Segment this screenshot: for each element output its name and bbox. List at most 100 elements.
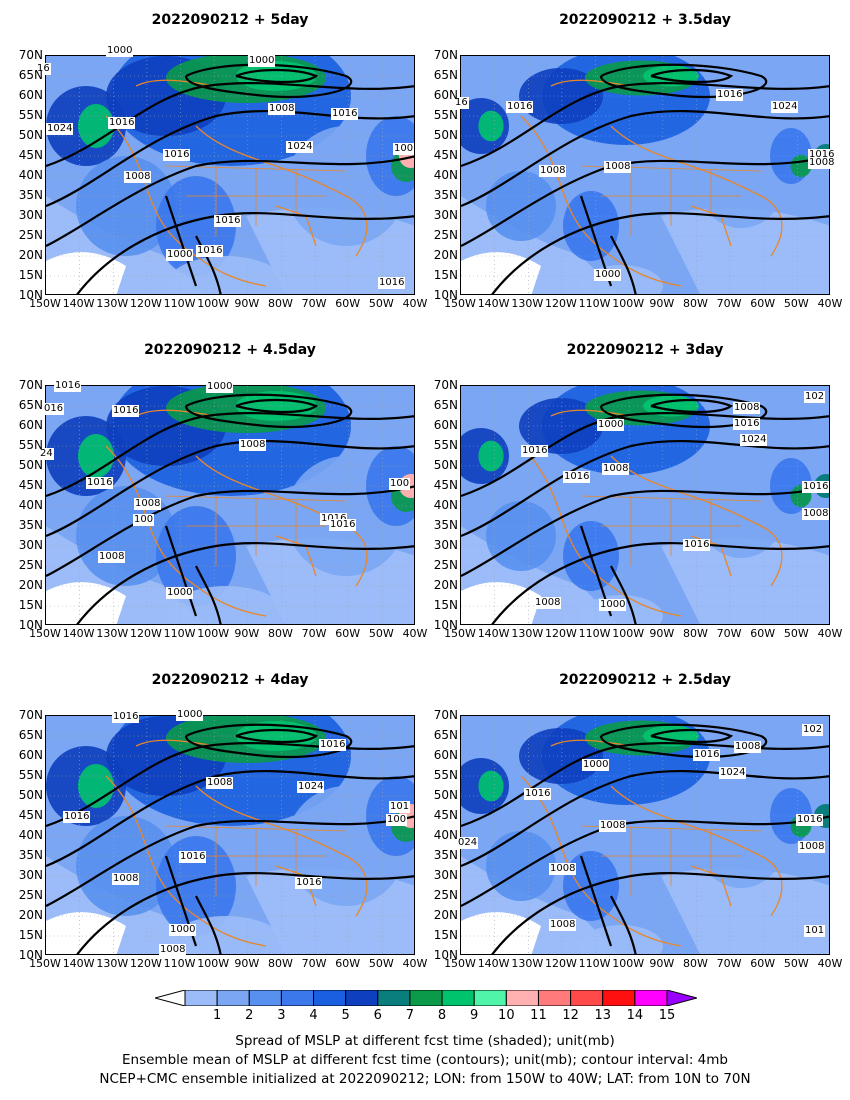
colorbar-tick-label: 6 — [373, 1008, 382, 1023]
lat-tick-label: 65N — [433, 68, 458, 82]
lon-tick-label: 120W — [129, 957, 162, 970]
state-borders — [580, 825, 762, 896]
lat-tick-label: 35N — [18, 188, 43, 202]
lat-tick-label: 70N — [433, 708, 458, 722]
lat-tick-label: 60N — [18, 418, 43, 432]
contour-label: 1016 — [163, 149, 191, 161]
contour-label: 1016 — [329, 519, 357, 531]
colorbar-tick-label: 9 — [470, 1008, 479, 1023]
coastline — [105, 739, 368, 947]
lat-tick-label: 50N — [18, 128, 43, 142]
colorbar-swatch — [248, 989, 282, 1007]
lon-tick-label: 110W — [163, 957, 196, 970]
lon-tick-label: 100W — [197, 957, 230, 970]
contour-line — [491, 542, 829, 624]
lon-tick-label: 140W — [477, 297, 510, 310]
lat-tick-label: 60N — [433, 418, 458, 432]
contour-label: 1008 — [798, 841, 826, 853]
contour-label: 1000 — [106, 45, 134, 57]
colorbar-tick-label: 11 — [530, 1008, 547, 1023]
lon-tick-label: 50W — [783, 627, 809, 640]
contour-label: 100 — [133, 514, 155, 526]
contour-line — [235, 398, 319, 414]
lat-tick-label: 50N — [18, 458, 43, 472]
colorbar-swatch — [216, 989, 250, 1007]
contour-line — [195, 895, 222, 954]
contour-label: 1016 — [179, 851, 207, 863]
spread-white-patch — [46, 912, 126, 954]
contour-line — [461, 770, 829, 868]
lon-tick-label: 130W — [96, 297, 129, 310]
spread-low-area — [661, 868, 829, 954]
contour-label: 101 — [804, 925, 826, 937]
contour-label: 1016 — [86, 477, 114, 489]
contour-line — [46, 82, 414, 168]
contour-line — [46, 770, 414, 868]
lat-tick-label: 30N — [433, 868, 458, 882]
contour-line — [650, 68, 734, 84]
lat-tick-label: 40N — [433, 498, 458, 512]
lat-tick-label: 30N — [18, 208, 43, 222]
lon-tick-label: 80W — [683, 297, 708, 310]
lon-tick-label: 50W — [783, 957, 809, 970]
lon-tick-label: 140W — [62, 297, 95, 310]
contour-label: 1008 — [808, 157, 836, 169]
lat-tick-label: 10N — [18, 288, 43, 302]
contour-line — [46, 742, 414, 828]
lon-tick-label: 80W — [268, 627, 293, 640]
spread-blob — [478, 770, 504, 802]
spread-blob — [486, 171, 556, 241]
contour-label: 1008 — [602, 463, 630, 475]
lon-tick-label: 60W — [335, 297, 361, 310]
lat-tick-label: 20N — [18, 248, 43, 262]
contour-line — [46, 412, 414, 498]
colorbar-swatch — [409, 989, 443, 1007]
contour-label: 100 — [389, 478, 411, 490]
contour-line — [46, 815, 414, 907]
contour-line — [195, 235, 222, 294]
lon-tick-label: 130W — [511, 957, 544, 970]
lon-tick-label: 110W — [163, 297, 196, 310]
lat-tick-label: 65N — [433, 728, 458, 742]
colorbar-svg — [153, 989, 699, 1007]
contour-label: 1008 — [239, 439, 267, 451]
lat-tick-label: 45N — [18, 808, 43, 822]
map-svg-p5 — [46, 716, 414, 954]
panel-title-p3: 2022090212 + 4.5day — [144, 342, 316, 358]
lon-tick-label: 40W — [817, 627, 843, 640]
lon-tick-label: 140W — [477, 957, 510, 970]
spread-blob — [486, 501, 556, 571]
contour-label: 1016 — [295, 877, 323, 889]
contour-label: 1008 — [124, 171, 152, 183]
contour-line — [461, 412, 829, 498]
lat-tick-label: 55N — [433, 438, 458, 452]
lon-tick-label: 90W — [234, 957, 260, 970]
map-svg-p2 — [461, 56, 829, 294]
lat-tick-label: 30N — [433, 208, 458, 222]
contour-label: 101 — [389, 801, 411, 813]
panel-title-p1: 2022090212 + 5day — [151, 12, 309, 28]
spread-blob — [579, 925, 663, 954]
lat-tick-label: 30N — [18, 538, 43, 552]
lat-tick-label: 10N — [18, 948, 43, 962]
contour-line — [650, 728, 734, 744]
contour-label: 1016 — [54, 380, 82, 392]
lat-tick-label: 10N — [433, 288, 458, 302]
caption-line-3: NCEP+CMC ensemble initialized at 2022090… — [99, 1071, 751, 1087]
contour-label: 1008 — [134, 498, 162, 510]
coastline — [105, 79, 368, 287]
lat-tick-label: 20N — [18, 908, 43, 922]
lon-tick-label: 130W — [511, 297, 544, 310]
contour-label: 1008 — [539, 165, 567, 177]
lon-tick-label: 150W — [444, 297, 476, 310]
contour-label: 1016 — [683, 539, 711, 551]
contour-line — [461, 742, 829, 828]
contour-line — [184, 393, 353, 429]
coastline — [520, 79, 783, 287]
lat-tick-label: 25N — [433, 888, 458, 902]
lat-tick-label: 55N — [18, 768, 43, 782]
lat-tick-label: 60N — [18, 748, 43, 762]
lon-tick-label: 80W — [268, 957, 293, 970]
colorbar-swatch — [280, 989, 315, 1007]
lon-tick-label: 90W — [234, 297, 260, 310]
